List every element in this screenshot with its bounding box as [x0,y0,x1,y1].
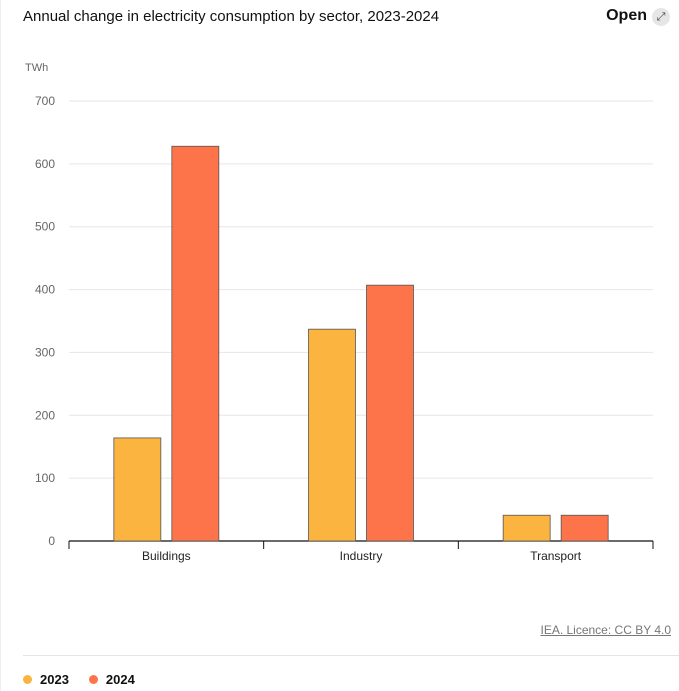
bar-industry-2024 [366,284,414,542]
legend: 2023 2024 [23,672,135,687]
bar-chart: TWh 0 100 200 300 400 500 600 700 Buildings Indust… [25,62,654,563]
bar-buildings-2024 [171,145,220,542]
chart-title: Annual change in electricity consumption… [23,8,440,25]
y-tick-label: 500 [35,220,55,234]
legend-label: 2023 [40,672,69,687]
y-tick-label: 100 [35,471,55,485]
bar-transport-2023 [502,514,551,542]
y-tick-label: 200 [35,408,55,422]
y-tick-label: 400 [35,283,55,297]
y-tick-label: 700 [35,94,55,108]
licence-link[interactable]: IEA. Licence: CC BY 4.0 [540,623,671,637]
legend-dot-2024 [88,675,98,684]
x-tick-label: Industry [340,549,383,563]
bar-industry-2023 [308,328,356,542]
y-tick-label: 300 [35,345,55,359]
bar-buildings-2023 [113,437,162,542]
y-axis-label: TWh [25,62,48,74]
divider [23,655,679,656]
y-tick-label: 0 [48,534,55,548]
x-tick-label: Transport [530,549,582,563]
legend-item-2024[interactable]: 2024 [88,672,135,687]
x-tick-label: Buildings [142,549,191,563]
expand-arrow-icon[interactable]: ⤢ [652,8,670,26]
bar-transport-2024 [560,514,609,542]
open-button[interactable]: Open [606,7,647,24]
legend-item-2023[interactable]: 2023 [23,672,69,687]
legend-label: 2024 [105,672,135,687]
y-tick-label: 600 [35,157,55,171]
legend-dot-2023 [23,675,32,684]
